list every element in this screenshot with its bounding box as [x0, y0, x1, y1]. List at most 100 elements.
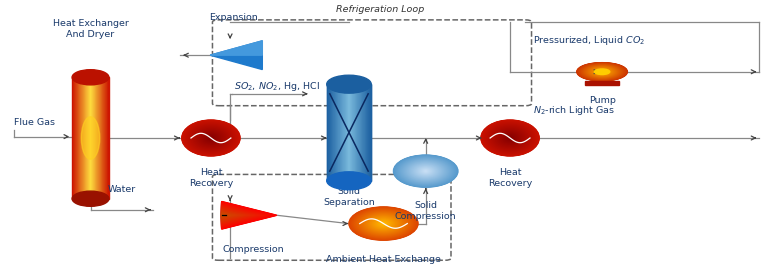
Ellipse shape [370, 217, 397, 230]
Ellipse shape [197, 129, 225, 147]
Ellipse shape [352, 208, 415, 239]
Ellipse shape [411, 164, 440, 179]
Ellipse shape [196, 129, 225, 147]
Ellipse shape [400, 158, 451, 184]
Ellipse shape [601, 71, 603, 72]
Text: Water: Water [107, 185, 136, 193]
Polygon shape [222, 203, 272, 228]
Ellipse shape [192, 126, 230, 150]
Ellipse shape [367, 215, 400, 232]
Ellipse shape [397, 157, 454, 185]
Ellipse shape [189, 125, 232, 151]
Ellipse shape [596, 70, 608, 74]
Ellipse shape [587, 66, 617, 77]
Ellipse shape [598, 70, 606, 73]
Polygon shape [222, 204, 266, 226]
Ellipse shape [400, 158, 452, 184]
Ellipse shape [207, 136, 215, 140]
Polygon shape [222, 208, 249, 222]
Ellipse shape [195, 128, 227, 148]
Ellipse shape [188, 124, 234, 152]
Polygon shape [222, 206, 260, 225]
Ellipse shape [416, 166, 436, 176]
Ellipse shape [357, 211, 410, 237]
Ellipse shape [367, 216, 400, 231]
Ellipse shape [486, 123, 534, 153]
Ellipse shape [499, 131, 521, 145]
Ellipse shape [406, 161, 446, 181]
Ellipse shape [196, 129, 225, 147]
Ellipse shape [504, 134, 516, 142]
Ellipse shape [584, 65, 620, 78]
Ellipse shape [400, 158, 452, 184]
Polygon shape [222, 208, 253, 223]
Ellipse shape [588, 67, 617, 77]
Ellipse shape [418, 167, 433, 175]
Ellipse shape [363, 214, 404, 233]
Ellipse shape [351, 208, 416, 240]
Ellipse shape [200, 131, 222, 145]
Ellipse shape [585, 66, 619, 78]
Ellipse shape [423, 170, 428, 172]
Ellipse shape [193, 127, 229, 149]
Ellipse shape [397, 157, 455, 185]
Ellipse shape [362, 213, 405, 234]
Ellipse shape [407, 162, 445, 181]
Ellipse shape [500, 132, 520, 144]
Ellipse shape [415, 166, 436, 176]
Polygon shape [222, 212, 234, 218]
Text: Heat
Recovery: Heat Recovery [488, 168, 532, 188]
Ellipse shape [394, 155, 457, 187]
Ellipse shape [395, 156, 456, 186]
Ellipse shape [373, 218, 394, 229]
Ellipse shape [350, 207, 417, 240]
Ellipse shape [584, 65, 621, 78]
Ellipse shape [209, 137, 212, 139]
Ellipse shape [327, 75, 371, 93]
Ellipse shape [361, 213, 406, 234]
Ellipse shape [593, 68, 611, 75]
Polygon shape [222, 201, 277, 229]
Ellipse shape [189, 124, 233, 152]
Polygon shape [222, 210, 242, 220]
Polygon shape [222, 204, 267, 227]
Ellipse shape [423, 169, 429, 173]
Polygon shape [222, 207, 255, 224]
Ellipse shape [577, 63, 627, 81]
Ellipse shape [589, 67, 615, 76]
Ellipse shape [383, 223, 384, 224]
Ellipse shape [405, 161, 446, 182]
Text: Heat Exchanger
And Dryer: Heat Exchanger And Dryer [53, 19, 128, 39]
Ellipse shape [72, 70, 109, 85]
Ellipse shape [487, 124, 533, 152]
Ellipse shape [492, 127, 528, 149]
Ellipse shape [578, 63, 626, 80]
Ellipse shape [199, 131, 222, 145]
Polygon shape [210, 41, 262, 70]
Ellipse shape [209, 137, 213, 139]
Ellipse shape [505, 135, 515, 141]
Ellipse shape [382, 223, 385, 224]
Ellipse shape [413, 165, 438, 177]
Ellipse shape [206, 135, 216, 141]
Ellipse shape [597, 70, 607, 74]
Ellipse shape [489, 125, 531, 151]
Ellipse shape [403, 160, 448, 182]
Ellipse shape [408, 162, 443, 180]
Ellipse shape [586, 66, 618, 78]
Ellipse shape [594, 69, 610, 75]
Polygon shape [222, 202, 275, 229]
Ellipse shape [364, 214, 403, 233]
Ellipse shape [508, 137, 512, 139]
Polygon shape [222, 213, 232, 218]
Ellipse shape [578, 63, 627, 81]
Ellipse shape [581, 64, 624, 79]
Ellipse shape [365, 215, 402, 232]
Ellipse shape [489, 125, 532, 151]
Ellipse shape [403, 160, 449, 183]
Ellipse shape [401, 159, 450, 183]
Ellipse shape [505, 135, 515, 141]
Ellipse shape [394, 155, 457, 187]
Polygon shape [222, 208, 251, 223]
Ellipse shape [582, 65, 622, 79]
